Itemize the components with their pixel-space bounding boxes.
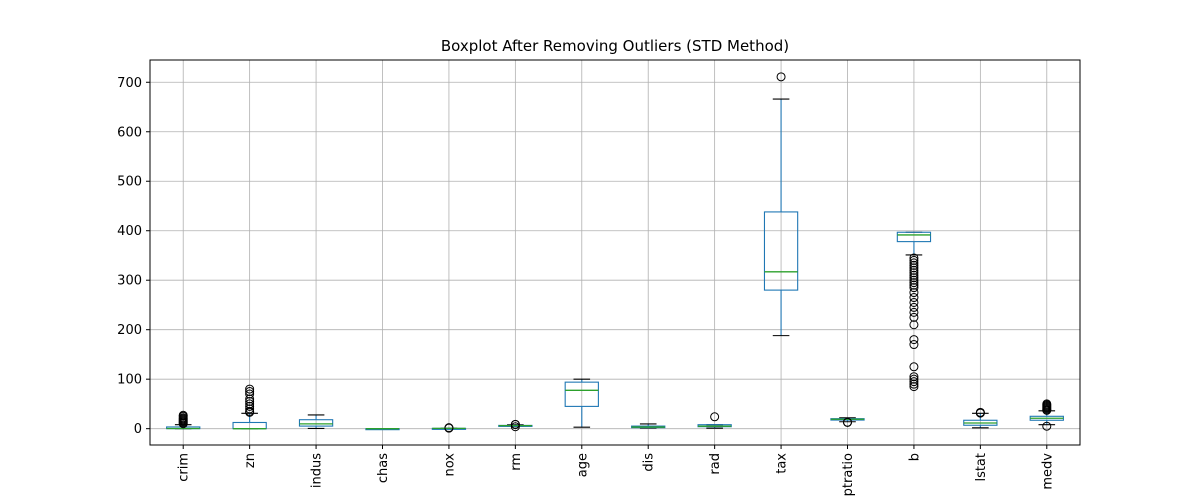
- x-tick-label-nox: nox: [442, 453, 457, 477]
- x-tick-label-medv: medv: [1040, 453, 1055, 490]
- y-tick-label: 0: [134, 422, 142, 437]
- box-b: [896, 231, 932, 392]
- x-tick-label-indus: indus: [310, 453, 325, 488]
- iqr-box: [298, 419, 334, 427]
- outlier-point: [178, 410, 188, 420]
- y-tick-label: 700: [117, 76, 142, 91]
- box-zn: [232, 384, 267, 430]
- outlier-point: [909, 255, 919, 265]
- outlier-point: [909, 340, 919, 350]
- box-lstat: [963, 407, 998, 429]
- outlier-point: [909, 253, 919, 263]
- outlier-point: [1042, 399, 1052, 409]
- outlier-point: [909, 283, 919, 293]
- outlier-point: [909, 302, 919, 312]
- outlier-point: [909, 379, 919, 389]
- x-tick-label-b: b: [907, 453, 922, 461]
- outlier-point: [909, 297, 919, 307]
- box-rm: [498, 419, 533, 432]
- box-nox: [431, 423, 467, 433]
- outlier-point: [245, 404, 255, 414]
- x-tick-label-crim: crim: [177, 453, 192, 482]
- outlier-point: [245, 384, 255, 394]
- outlier-point: [1042, 421, 1052, 431]
- outlier-point: [776, 72, 786, 82]
- box-indus: [298, 414, 334, 429]
- y-tick-label: 100: [117, 373, 142, 388]
- iqr-box: [896, 231, 932, 243]
- outlier-point: [909, 270, 919, 280]
- x-tick-label-chas: chas: [376, 453, 391, 483]
- outlier-point: [245, 394, 255, 404]
- iqr-box: [564, 381, 599, 407]
- x-tick-label-zn: zn: [243, 453, 258, 468]
- outlier-point: [909, 362, 919, 372]
- outlier-point: [245, 389, 255, 399]
- box-tax: [763, 72, 799, 337]
- outlier-point: [444, 423, 454, 433]
- box-age: [564, 378, 599, 428]
- outlier-point: [909, 275, 919, 285]
- outlier-point: [510, 422, 520, 432]
- outlier-point: [909, 265, 919, 275]
- x-tick-label-dis: dis: [642, 453, 657, 472]
- x-tick-label-rm: rm: [509, 453, 524, 471]
- box-chas: [365, 428, 400, 431]
- outlier-point: [909, 372, 919, 382]
- box-dis: [631, 423, 666, 429]
- box-crim: [166, 410, 201, 430]
- axes-frame: [149, 59, 1081, 446]
- outlier-point: [245, 401, 255, 411]
- outlier-point: [909, 307, 919, 317]
- outlier-point: [710, 412, 720, 422]
- outlier-point: [975, 407, 985, 417]
- y-tick-label: 400: [117, 224, 142, 239]
- x-tick-label-tax: tax: [775, 453, 790, 474]
- outlier-point: [909, 293, 919, 303]
- outlier-point: [909, 263, 919, 273]
- chart-title: Boxplot After Removing Outliers (STD Met…: [441, 37, 789, 55]
- outlier-point: [909, 288, 919, 298]
- box-ptratio: [830, 417, 865, 427]
- x-tick-label-rad: rad: [708, 453, 723, 475]
- grid-layer: [150, 60, 1080, 445]
- outlier-point: [909, 273, 919, 283]
- y-tick-label: 200: [117, 323, 142, 338]
- x-tick-label-lstat: lstat: [974, 453, 989, 482]
- outlier-point: [909, 280, 919, 290]
- outlier-point: [909, 258, 919, 268]
- boxes-layer: [166, 72, 1064, 433]
- box-medv: [1029, 399, 1064, 431]
- outlier-point: [909, 382, 919, 392]
- outlier-point: [909, 374, 919, 384]
- ticks-layer: 0 100 200 300 400 500 600 700 crim zn indus chas nox…: [117, 76, 1055, 497]
- outlier-point: [843, 417, 852, 427]
- iqr-box: [763, 211, 799, 291]
- outlier-point: [909, 320, 919, 330]
- outlier-point: [245, 406, 255, 416]
- x-tick-label-age: age: [575, 453, 590, 477]
- outlier-point: [909, 335, 919, 345]
- outlier-point: [909, 312, 919, 322]
- outlier-point: [245, 399, 255, 409]
- outlier-point: [909, 377, 919, 387]
- box-rad: [697, 412, 732, 429]
- y-tick-label: 500: [117, 175, 142, 190]
- outlier-point: [909, 260, 919, 270]
- y-tick-label: 600: [117, 125, 142, 140]
- outlier-point: [909, 268, 919, 278]
- y-tick-label: 300: [117, 274, 142, 289]
- outlier-point: [245, 387, 255, 397]
- outlier-point: [245, 396, 255, 406]
- outlier-point: [909, 278, 919, 288]
- outlier-point: [510, 419, 520, 429]
- x-tick-label-ptratio: ptratio: [841, 453, 856, 496]
